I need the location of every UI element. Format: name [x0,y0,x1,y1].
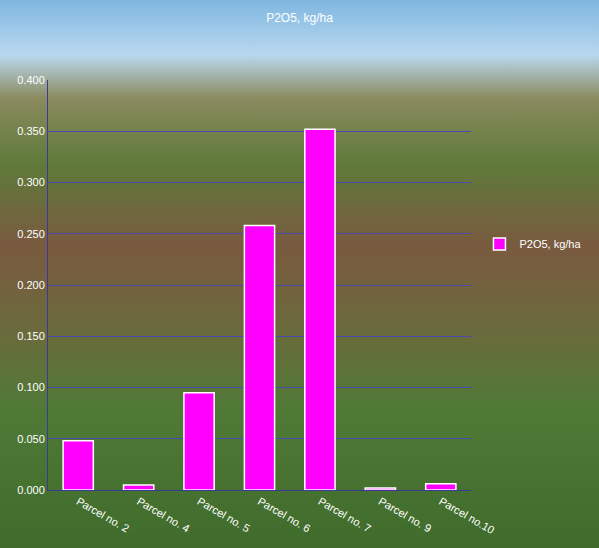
svg-text:P2O5, kg/ha: P2O5, kg/ha [519,238,581,250]
svg-text:0.300: 0.300 [17,176,45,188]
svg-text:Parcel no. 7: Parcel no. 7 [316,495,373,535]
svg-text:P2O5, kg/ha: P2O5, kg/ha [266,11,333,25]
svg-text:0.200: 0.200 [17,279,45,291]
svg-text:0.000: 0.000 [17,484,45,496]
svg-text:Parcel no. 2: Parcel no. 2 [74,495,131,535]
svg-text:0.150: 0.150 [17,330,45,342]
svg-text:0.250: 0.250 [17,228,45,240]
svg-text:Parcel no. 5: Parcel no. 5 [195,495,252,535]
svg-text:Parcel no. 6: Parcel no. 6 [256,495,313,535]
svg-text:0.350: 0.350 [17,125,45,137]
svg-text:0.400: 0.400 [17,74,45,86]
svg-text:0.100: 0.100 [17,381,45,393]
svg-text:Parcel no.10: Parcel no.10 [437,495,496,536]
svg-text:Parcel no. 4: Parcel no. 4 [135,495,192,535]
svg-text:0.050: 0.050 [17,433,45,445]
svg-text:Parcel no. 9: Parcel no. 9 [377,495,434,535]
